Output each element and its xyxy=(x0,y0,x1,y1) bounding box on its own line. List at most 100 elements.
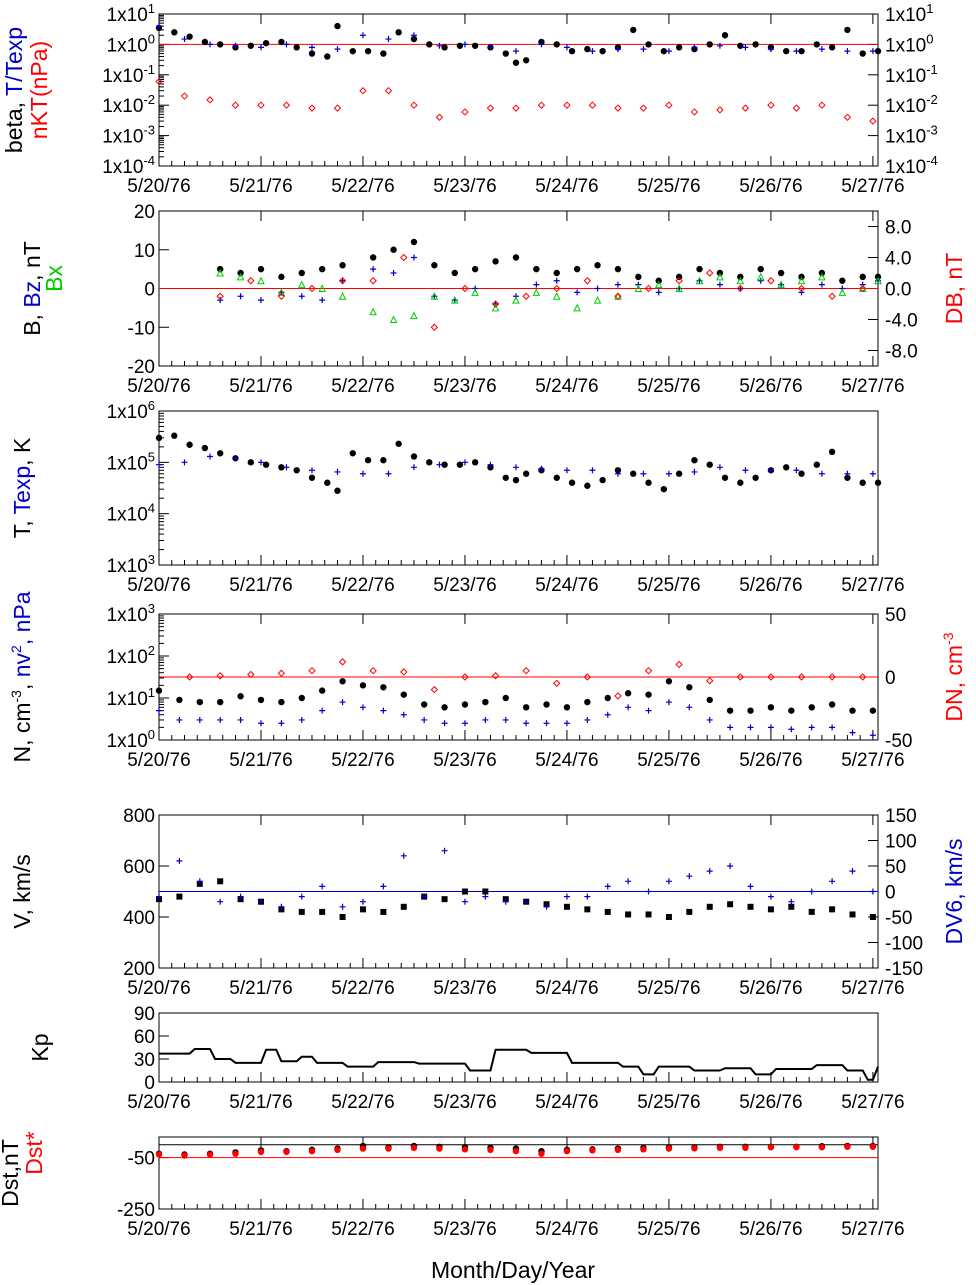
data-point-texp xyxy=(181,459,188,466)
y2-tick-label: 4.0 xyxy=(885,249,911,270)
data-point-t xyxy=(278,464,285,471)
data-point-dst- xyxy=(334,1146,341,1154)
y-tick-label: -10 xyxy=(128,318,155,339)
x-tick-label: 5/24/76 xyxy=(535,1219,598,1240)
data-point-dv6 xyxy=(217,898,224,905)
y2-tick-label: 0 xyxy=(885,668,896,689)
data-point-t-texp xyxy=(742,44,749,51)
data-point-v xyxy=(767,906,774,913)
data-point-beta xyxy=(171,29,178,36)
data-point-nkt-npa- xyxy=(512,104,520,112)
data-point-dv6 xyxy=(156,893,162,900)
data-point-v xyxy=(380,908,387,915)
data-point-db xyxy=(277,292,286,300)
data-point-db xyxy=(767,277,775,285)
data-point-v xyxy=(727,901,734,908)
y-tick-label: 10 xyxy=(134,241,155,262)
data-point-dv6 xyxy=(686,873,693,880)
data-point-dst- xyxy=(538,1150,545,1157)
data-point-t-texp xyxy=(206,41,213,48)
x-tick-label: 5/24/76 xyxy=(535,376,598,397)
data-point-bx xyxy=(491,303,500,312)
data-point-n xyxy=(359,682,367,689)
data-point-dv6 xyxy=(869,888,876,895)
data-point-dn xyxy=(277,669,286,677)
data-point-beta xyxy=(324,53,331,60)
y-tick-label: 1x101 xyxy=(107,1,155,26)
data-point-dv6 xyxy=(196,878,203,885)
data-point-beta xyxy=(522,57,530,64)
data-point-b xyxy=(675,273,683,281)
data-point-t xyxy=(512,476,520,484)
data-point-nkt-npa- xyxy=(741,104,750,112)
data-point-db xyxy=(338,277,347,285)
y-tick-label: 1x101 xyxy=(107,685,155,710)
data-point-n xyxy=(522,704,530,711)
data-point-n xyxy=(216,698,224,706)
data-point-t xyxy=(334,487,341,494)
data-point-t xyxy=(645,479,652,486)
data-point-texp xyxy=(461,459,468,466)
data-point-dn xyxy=(828,673,836,681)
panel-2: 5/20/76 5/21/76 5/22/76 5/23/76 5/24/76 5/25/… xyxy=(19,202,967,397)
y2-tick-label: -150 xyxy=(885,959,923,980)
data-point-t xyxy=(171,432,178,439)
data-point-dv6 xyxy=(482,893,489,900)
data-point-b xyxy=(533,265,540,273)
data-point-dv6 xyxy=(298,893,305,900)
panel-3: 5/20/76 5/21/76 5/22/76 5/23/76 5/24/76 5/25/… xyxy=(9,398,905,596)
data-point-texp xyxy=(257,459,264,466)
data-point-v xyxy=(400,903,407,910)
data-point-bz xyxy=(257,297,264,304)
data-point-dv6 xyxy=(727,863,734,869)
y-tick-label: 0 xyxy=(144,280,155,301)
data-point-beta xyxy=(502,50,509,57)
data-point-b xyxy=(614,265,622,273)
data-point-texp xyxy=(767,467,774,474)
data-point-dn xyxy=(706,677,714,685)
data-point-t xyxy=(630,470,637,477)
x-tick-label: 5/25/76 xyxy=(637,1092,700,1113)
data-point-v xyxy=(298,908,305,915)
data-point-dst- xyxy=(487,1146,494,1154)
data-point-dst- xyxy=(359,1145,367,1152)
data-point-n xyxy=(584,698,591,706)
y-tick-label: 1x106 xyxy=(107,398,155,423)
data-point-t-texp xyxy=(512,48,519,55)
data-point-nv2 xyxy=(319,707,326,714)
data-point-beta xyxy=(395,29,402,36)
data-point-nv2 xyxy=(176,716,183,723)
data-point-beta xyxy=(410,35,418,43)
y2-axis-label: DB, nT xyxy=(941,253,967,325)
data-point-texp xyxy=(410,464,417,471)
data-point-n xyxy=(747,707,754,714)
data-point-n xyxy=(339,678,346,685)
data-point-nv2 xyxy=(257,720,264,727)
data-point-beta xyxy=(456,42,464,49)
data-point-db xyxy=(430,323,439,331)
data-point-nkt-npa- xyxy=(716,106,724,114)
data-point-bx xyxy=(236,272,245,281)
data-point-v xyxy=(563,903,570,910)
x-tick-label: 5/22/76 xyxy=(331,575,394,596)
data-point-bz xyxy=(798,289,805,296)
panel-4: 5/20/76 5/21/76 5/22/76 5/23/76 5/24/76 5/25/… xyxy=(8,591,967,771)
data-point-beta xyxy=(675,44,683,51)
data-point-nkt-npa- xyxy=(333,104,342,112)
data-point-dv6 xyxy=(461,898,468,905)
data-point-t-texp xyxy=(614,46,621,53)
data-point-b xyxy=(553,269,560,277)
data-point-bx xyxy=(614,292,622,300)
x-tick-label: 5/21/76 xyxy=(229,978,292,999)
data-point-bz xyxy=(553,277,560,284)
data-point-t xyxy=(349,450,356,457)
data-point-bx xyxy=(634,284,643,292)
data-point-nkt-npa- xyxy=(282,101,291,109)
data-point-db xyxy=(400,253,408,262)
x-tick-label: 5/20/76 xyxy=(127,750,190,771)
data-point-nv2 xyxy=(156,707,162,714)
data-point-dv6 xyxy=(665,878,672,885)
data-point-n xyxy=(257,696,265,704)
data-point-t xyxy=(798,470,805,477)
data-point-dst- xyxy=(512,1147,520,1155)
